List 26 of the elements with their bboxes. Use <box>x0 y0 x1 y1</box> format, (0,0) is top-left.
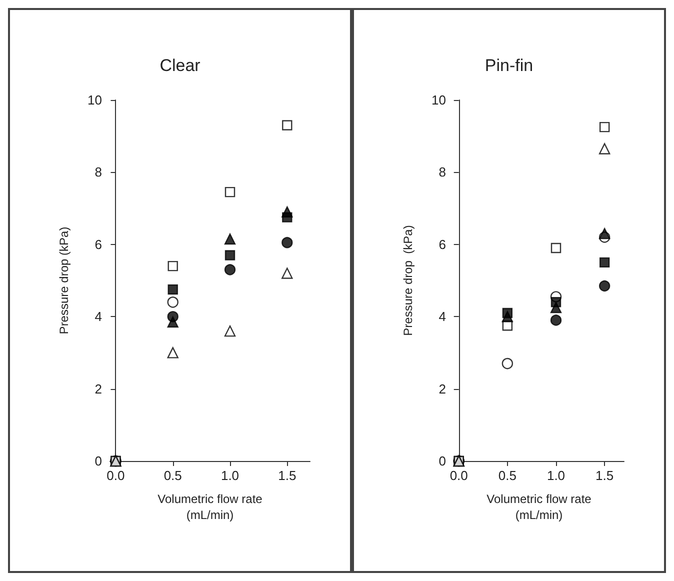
x-axis-title: Volumetric flow rate (mL/min) <box>486 492 592 522</box>
y-tick-label: 0 <box>438 454 446 468</box>
y-tick-label: 0 <box>94 454 102 468</box>
y-tick-label: 8 <box>94 164 102 180</box>
y-tick-label: 2 <box>438 381 446 396</box>
chart-title: Clear <box>160 56 201 75</box>
y-tick-label: 6 <box>438 236 446 252</box>
y-tick-label: 10 <box>88 92 102 108</box>
y-tick-label: 10 <box>432 92 446 108</box>
y-tick-label: 4 <box>94 309 102 324</box>
x-tick-label: 1.0 <box>220 468 240 483</box>
y-tick-label: 6 <box>94 236 102 252</box>
y-axis-title: Pressure drop (kPa) <box>401 225 415 336</box>
x-tick-label: 0.5 <box>498 468 516 483</box>
y-axis-title: Pressure drop (kPa) <box>57 226 71 334</box>
chart-title: Pin-fin <box>484 56 534 75</box>
x-tick-label: 0.0 <box>106 468 125 483</box>
y-tick-label: 8 <box>438 164 446 180</box>
y-tick-label: 4 <box>438 309 446 324</box>
x-tick-label: 0.5 <box>164 468 182 483</box>
x-tick-label: 0.0 <box>450 468 468 483</box>
x-axis-title: Volumetric flow rate (mL/min) <box>158 492 263 522</box>
x-tick-label: 1.0 <box>546 468 566 483</box>
x-tick-label: 1.5 <box>596 468 614 483</box>
y-tick-label: 2 <box>94 381 102 396</box>
x-tick-label: 1.5 <box>278 468 296 483</box>
